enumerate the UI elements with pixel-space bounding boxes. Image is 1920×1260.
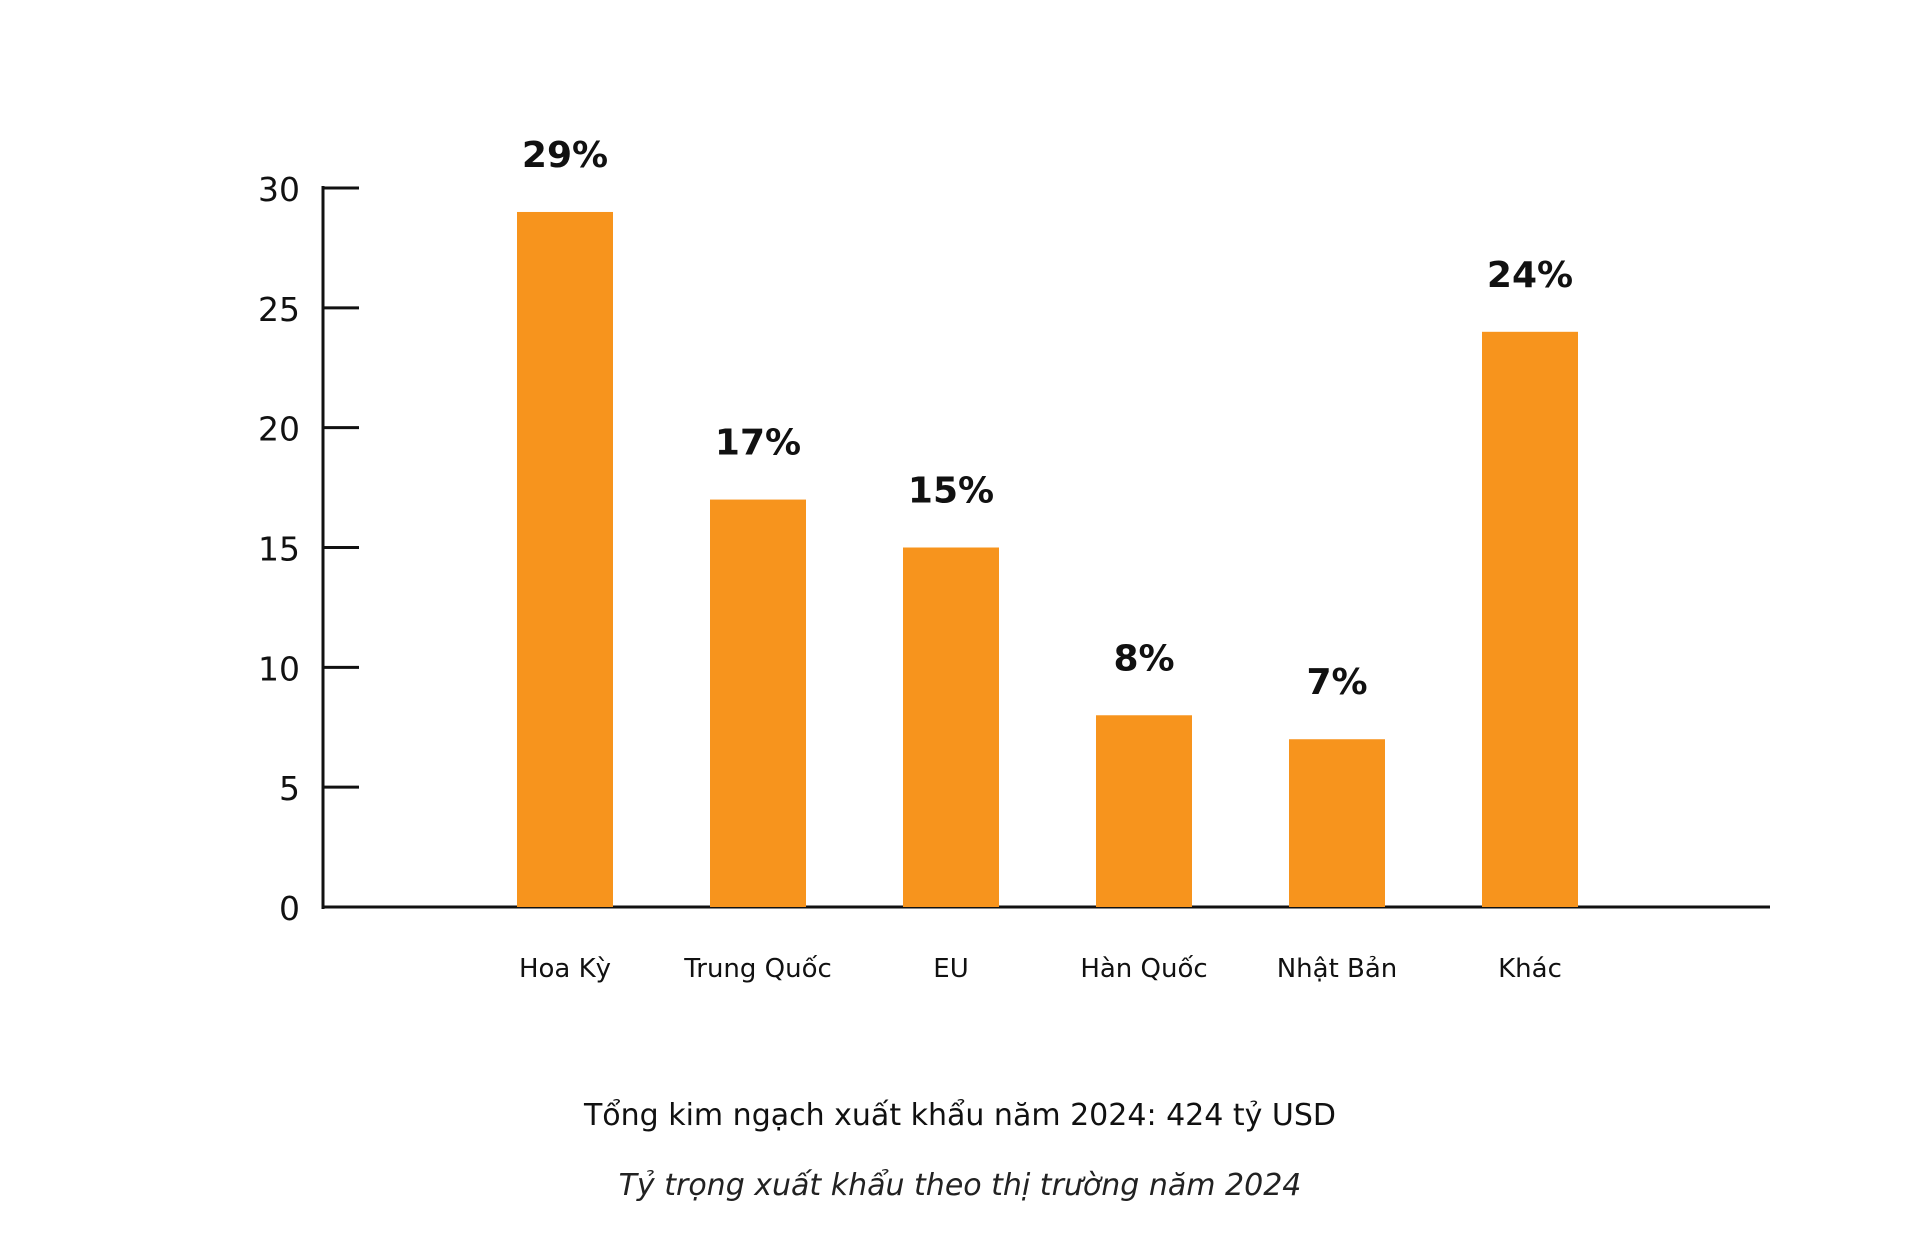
chart-caption-subtitle: Tỷ trọng xuất khẩu theo thị trường năm 2… [618, 1168, 1302, 1203]
data-label: 15% [908, 471, 994, 512]
data-label: 7% [1306, 662, 1367, 703]
bar [1482, 331, 1578, 907]
x-tick-label: Nhật Bản [1277, 954, 1398, 984]
x-tick-label: Hàn Quốc [1080, 954, 1207, 984]
x-tick-label: Hoa Kỳ [519, 954, 611, 984]
y-tick-label: 5 [279, 769, 300, 808]
bars [517, 211, 1578, 907]
y-tick-label: 20 [258, 410, 300, 449]
y-tick-label: 15 [258, 530, 300, 569]
data-label: 8% [1113, 638, 1174, 679]
x-tick-label: Trung Quốc [683, 954, 832, 984]
data-label: 17% [715, 423, 801, 464]
data-label: 29% [522, 135, 608, 176]
data-label: 24% [1487, 255, 1573, 296]
bar [1289, 739, 1385, 907]
bar [1096, 715, 1192, 907]
y-tick-label: 30 [258, 170, 300, 209]
y-tick-label: 0 [279, 889, 300, 928]
bar [517, 211, 613, 907]
bar [710, 499, 806, 907]
bar [903, 547, 999, 907]
y-tick-label: 25 [258, 290, 300, 329]
x-tick-labels: Hoa Kỳ Trung Quốc EU Hàn Quốc Nhật Bản Khác [519, 954, 1562, 984]
chart-caption-total: Tổng kim ngạch xuất khẩu năm 2024: 424 t… [583, 1098, 1337, 1133]
y-tick-label: 10 [258, 649, 300, 688]
data-labels: 29% 17% 15% 8% 7% 24% [522, 135, 1573, 703]
x-tick-label: EU [933, 954, 968, 984]
x-tick-label: Khác [1498, 954, 1562, 984]
